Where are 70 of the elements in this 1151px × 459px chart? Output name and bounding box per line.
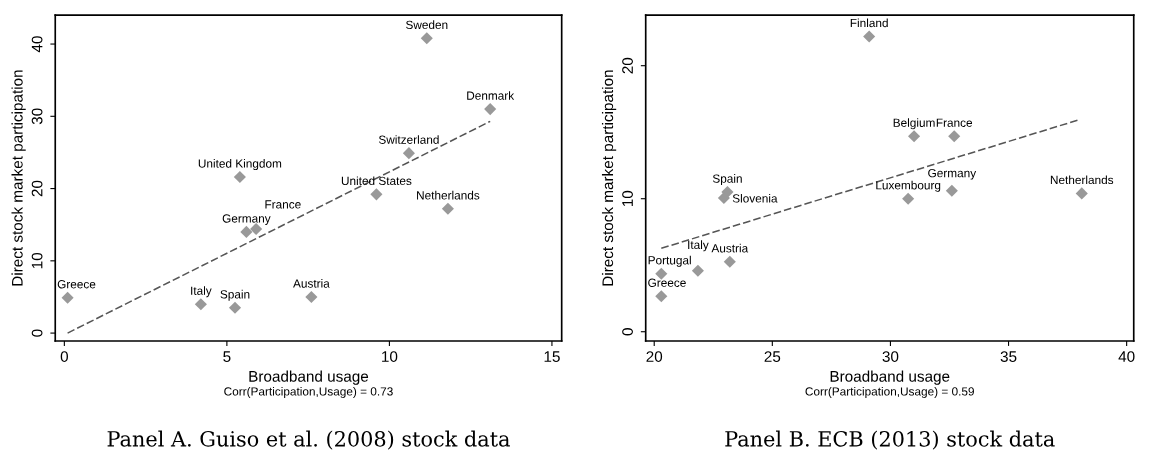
annotation: Portugal — [648, 255, 691, 267]
point — [420, 32, 433, 45]
x-axis-title: Broadband usage — [830, 370, 950, 385]
x-tick-label: 10 — [382, 351, 398, 362]
annotation: Belgium — [893, 118, 935, 130]
annotation: Spain — [220, 289, 250, 301]
annotation: Austria — [293, 279, 330, 288]
point — [655, 290, 668, 303]
y-axis-title: Direct stock market participation — [601, 70, 617, 286]
annotation: Germany — [222, 214, 271, 225]
point — [948, 130, 961, 143]
annotation: Netherlands — [1050, 175, 1114, 185]
point — [228, 301, 242, 314]
y-tick-label: 40 — [31, 36, 43, 53]
x-tick-label: 20 — [646, 351, 663, 362]
x-tick-label: 0 — [60, 351, 68, 362]
annotation: Germany — [928, 168, 977, 180]
point — [484, 103, 497, 116]
annotation: Switzerland — [378, 135, 439, 144]
point — [240, 225, 253, 238]
x-tick-label: 25 — [764, 351, 781, 362]
x-tick-label: 40 — [1118, 351, 1135, 362]
y-tick-label: 0 — [622, 328, 633, 336]
y-tick-label: 0 — [31, 329, 43, 337]
annotation: Italy — [191, 286, 212, 298]
x-tick-label: 30 — [882, 351, 899, 362]
annotation: United Kingdom — [198, 159, 282, 171]
annotation: Netherlands — [417, 190, 480, 200]
x-axis-title: Broadband usage — [249, 370, 369, 385]
annotation: Spain — [712, 174, 742, 186]
point — [61, 291, 74, 304]
point — [902, 192, 915, 205]
point — [233, 170, 246, 184]
text: Panel B. ECB (2013) stock data — [725, 430, 1055, 450]
annotation: United States — [341, 176, 412, 186]
y-axis-title: Direct stock market participation — [11, 70, 26, 286]
point — [691, 264, 704, 277]
annotation: Sweden — [406, 20, 448, 29]
annotation: France — [265, 200, 301, 209]
y-tick-label: 10 — [622, 190, 633, 207]
x-tick-label: 15 — [544, 351, 560, 362]
annotation: Greece — [57, 280, 96, 289]
x-tick-label: 5 — [223, 351, 231, 362]
y-tick-label: 10 — [31, 252, 43, 269]
point — [945, 184, 958, 197]
point — [723, 255, 736, 268]
point — [194, 298, 207, 311]
point — [370, 188, 383, 201]
annotation: Denmark — [467, 91, 515, 100]
point — [863, 30, 876, 43]
point — [908, 130, 921, 143]
annotation: Slovenia — [732, 193, 778, 203]
point — [441, 202, 454, 215]
text: Panel A. Guiso et al. (2008) stock data — [107, 430, 510, 450]
annotation: Austria — [711, 243, 749, 253]
y-tick-label: 20 — [31, 180, 43, 197]
point — [717, 191, 730, 205]
y-tick-label: 20 — [622, 57, 633, 74]
annotation: Greece — [648, 278, 686, 287]
point — [402, 147, 415, 160]
annotation: France — [936, 118, 973, 127]
point — [1075, 187, 1088, 200]
annotation: Italy — [688, 240, 709, 252]
annotation: Finland — [850, 18, 888, 28]
point — [305, 290, 318, 304]
text: Corr(Participation,Usage) = 0.73 — [224, 386, 393, 398]
text: Corr(Participation,Usage) = 0.59 — [805, 386, 974, 398]
y-tick-label: 30 — [31, 108, 43, 125]
annotation: Luxembourg — [876, 180, 941, 192]
x-tick-label: 35 — [1000, 351, 1017, 362]
